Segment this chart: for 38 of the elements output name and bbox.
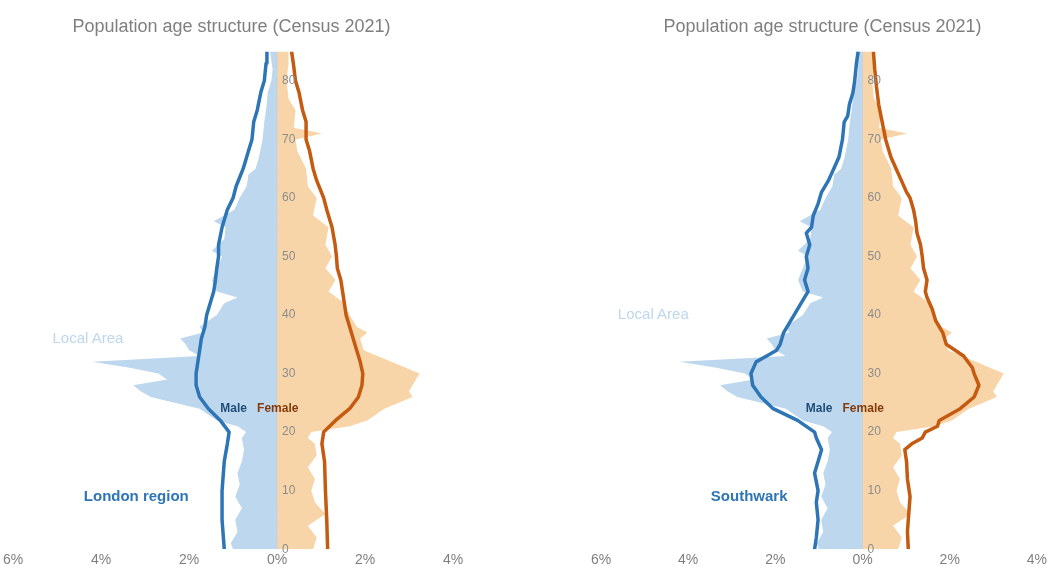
chart-title: Population age structure (Census 2021) [663,15,982,36]
y-tick-label: 10 [867,482,882,497]
y-tick-label: 10 [282,482,296,497]
x-tick-label: 4% [442,551,464,568]
x-tick-label: 2% [354,551,376,568]
y-tick-label: 20 [282,424,296,439]
annotation: Male [805,401,833,416]
series-label: Southwark [710,486,789,504]
x-tick-label: 2% [939,551,960,568]
annotation: Female [842,401,885,416]
text: London region [83,486,189,504]
x-tick-label: 2% [765,551,786,568]
x-tick-label: 6% [3,551,24,568]
y-tick-label: 0 [867,541,875,556]
y-tick-label: 60 [867,190,882,205]
y-tick-label: 80 [867,73,882,88]
y-tick-label: 0 [282,541,290,556]
y-tick-label: 50 [282,248,296,263]
annotation: Female [257,401,299,416]
y-tick-label: 40 [867,307,882,322]
y-tick-label: 20 [867,424,882,439]
y-tick-label: 40 [282,307,296,322]
x-tick-label: 4% [678,551,699,568]
y-tick-label: 50 [867,248,882,263]
chart-title: Population age structure (Census 2021) [72,15,391,36]
x-tick-label: 2% [178,551,200,568]
y-tick-label: 30 [282,365,296,380]
y-tick-label: 30 [867,365,882,380]
x-tick-label: 4% [1026,551,1047,568]
annotation: Male [220,401,248,416]
series-label: Local Area [52,328,124,346]
x-tick-label: 6% [590,551,612,568]
text: Local Area [617,305,690,323]
y-tick-label: 80 [282,73,296,88]
x-tick-label: 4% [90,551,112,568]
y-tick-label: 60 [282,190,296,205]
y-tick-label: 70 [282,131,296,146]
y-tick-label: 70 [867,131,882,146]
